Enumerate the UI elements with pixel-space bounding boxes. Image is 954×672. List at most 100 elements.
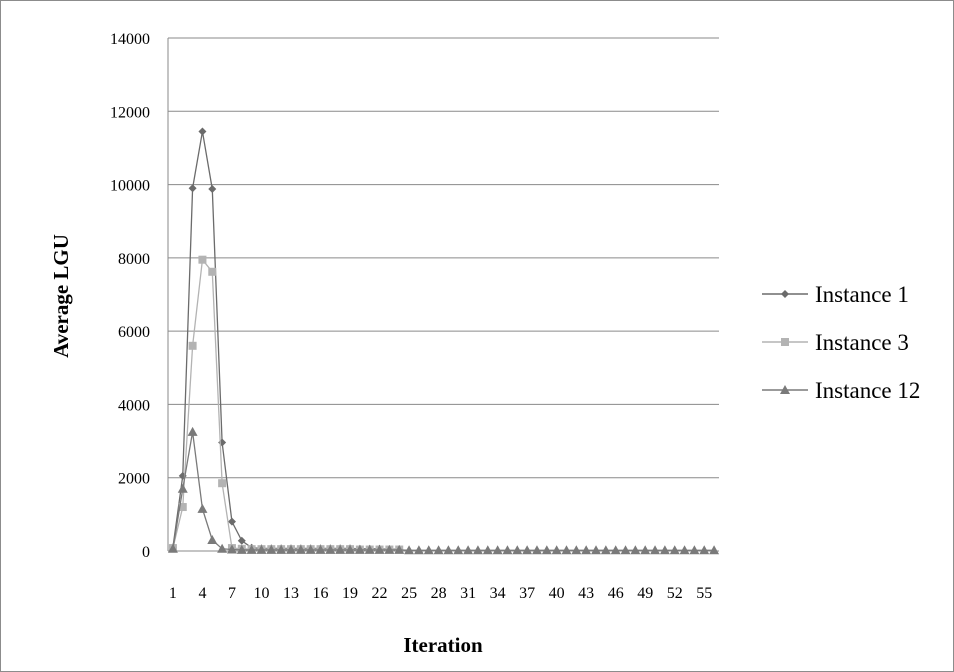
- data-point: [482, 545, 493, 555]
- x-tick-label: 10: [253, 585, 269, 602]
- y-axis: 0 2000 4000 6000 8000 10000 12000 14000: [110, 31, 169, 561]
- series-line: [172, 431, 715, 551]
- data-point: [522, 545, 533, 555]
- x-tick-label: 40: [549, 585, 565, 602]
- series-line: [172, 131, 400, 550]
- data-point: [305, 544, 316, 554]
- data-point: [364, 544, 375, 554]
- y-tick-label: 0: [142, 544, 150, 561]
- x-tick-label: 46: [608, 585, 624, 602]
- y-tick-label: 4000: [118, 397, 150, 414]
- data-point: [492, 545, 503, 555]
- data-point: [218, 438, 227, 447]
- data-point: [679, 545, 690, 555]
- data-point: [198, 127, 207, 136]
- data-point: [266, 544, 277, 554]
- data-point: [541, 545, 552, 555]
- data-point: [620, 545, 631, 555]
- data-point: [394, 544, 405, 554]
- data-point: [217, 543, 228, 553]
- data-point: [669, 545, 680, 555]
- data-point: [227, 517, 236, 526]
- x-tick-label: 49: [637, 585, 653, 602]
- x-tick-label: 22: [372, 585, 388, 602]
- data-point: [650, 545, 661, 555]
- data-point: [246, 544, 257, 554]
- gridlines: [168, 37, 719, 552]
- data-point: [453, 545, 464, 555]
- data-point: [551, 545, 562, 555]
- legend-marker: [781, 338, 789, 346]
- data-point: [354, 544, 365, 554]
- data-point: [404, 545, 415, 555]
- x-tick-label: 28: [431, 585, 447, 602]
- x-tick-label: 16: [313, 585, 329, 602]
- data-point: [167, 543, 178, 553]
- y-tick-label: 14000: [110, 31, 150, 48]
- x-axis: 1 4 7 10 13 16 19 22 25 28 31 34 37 40 43 46 49 52 55: [169, 585, 712, 602]
- data-point: [178, 503, 187, 512]
- x-tick-label: 1: [169, 585, 177, 602]
- data-point: [709, 545, 720, 555]
- legend-marker: [781, 290, 789, 298]
- x-tick-label: 31: [460, 585, 476, 602]
- y-tick-label: 2000: [118, 471, 150, 488]
- data-point: [374, 544, 385, 554]
- data-point: [413, 545, 424, 555]
- legend-item: Instance 3: [762, 330, 909, 355]
- legend-label: Instance 3: [815, 330, 909, 355]
- y-axis-title: Average LGU: [49, 234, 73, 358]
- data-point: [384, 544, 395, 554]
- x-tick-label: 4: [198, 585, 206, 602]
- data-point: [423, 545, 434, 555]
- series-instance-1: [168, 127, 404, 554]
- data-point: [335, 544, 346, 554]
- legend-label: Instance 12: [815, 378, 920, 403]
- data-point: [237, 536, 246, 545]
- data-point: [198, 255, 207, 264]
- data-point: [188, 184, 197, 193]
- data-point: [472, 545, 483, 555]
- x-axis-title: Iteration: [403, 633, 483, 657]
- y-tick-label: 10000: [110, 178, 150, 195]
- data-point: [571, 545, 582, 555]
- y-tick-label: 12000: [110, 104, 150, 121]
- data-point: [295, 544, 306, 554]
- y-tick-label: 8000: [118, 251, 150, 268]
- data-point: [689, 545, 700, 555]
- legend-item: Instance 1: [762, 282, 909, 307]
- data-point: [285, 544, 296, 554]
- data-point: [659, 545, 670, 555]
- legend-marker: [780, 385, 790, 394]
- data-point: [502, 545, 513, 555]
- x-tick-label: 43: [578, 585, 594, 602]
- data-point: [561, 545, 572, 555]
- data-point: [640, 545, 651, 555]
- data-point: [177, 483, 188, 493]
- data-point: [236, 544, 247, 554]
- data-point: [207, 535, 218, 545]
- data-point: [187, 426, 198, 436]
- data-point: [463, 545, 474, 555]
- data-point: [208, 184, 217, 193]
- data-point: [218, 479, 227, 488]
- data-point: [610, 545, 621, 555]
- data-point: [512, 545, 523, 555]
- x-tick-label: 55: [696, 585, 712, 602]
- y-tick-label: 6000: [118, 324, 150, 341]
- data-point: [256, 544, 267, 554]
- x-tick-label: 13: [283, 585, 299, 602]
- x-tick-label: 19: [342, 585, 358, 602]
- data-point: [188, 341, 197, 350]
- x-tick-label: 7: [228, 585, 236, 602]
- x-tick-label: 37: [519, 585, 535, 602]
- data-point: [315, 544, 326, 554]
- x-tick-label: 25: [401, 585, 417, 602]
- data-point: [433, 545, 444, 555]
- legend-item: Instance 12: [762, 378, 920, 403]
- series-layer: [167, 127, 720, 555]
- data-point: [443, 545, 454, 555]
- data-point: [630, 545, 641, 555]
